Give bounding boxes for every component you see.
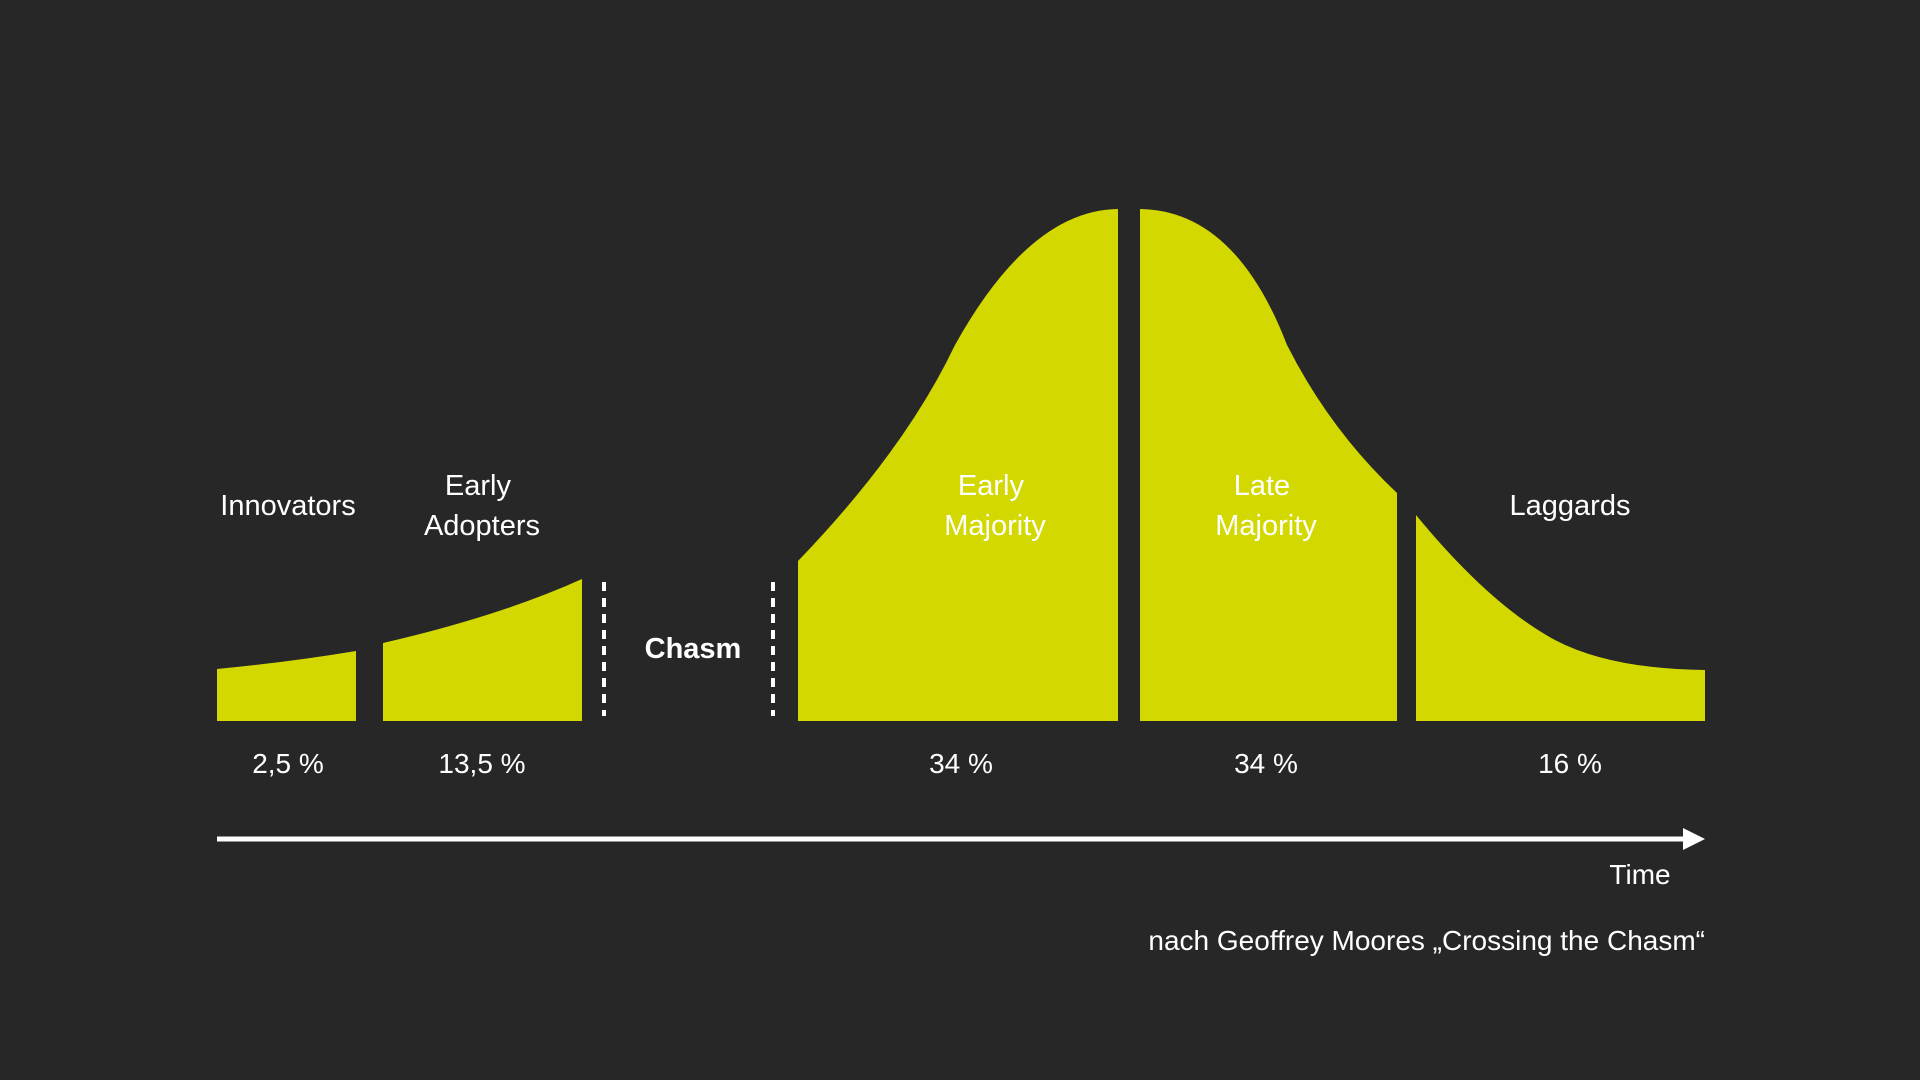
label-early-majority-line-2: Majority [944,510,1046,542]
label-early-adopters-line-2: Adopters [424,510,540,542]
time-axis-label: Time [1609,859,1670,890]
percent-laggards: 16 % [1538,748,1602,779]
percent-late-majority: 34 % [1234,748,1298,779]
label-late-majority: Late Majority [1215,470,1317,542]
segment-early-adopters [383,579,582,721]
label-early-adopters-line-1: Early [445,470,512,502]
percent-early-majority: 34 % [929,748,993,779]
chasm-label: Chasm [645,633,742,665]
segment-early-majority [798,209,1118,721]
time-axis-arrowhead [1683,828,1705,850]
label-innovators: Innovators [220,490,355,522]
label-late-majority-line-1: Late [1234,470,1290,502]
label-early-majority-line-1: Early [958,470,1025,502]
label-early-adopters: Early Adopters [424,470,540,542]
percent-innovators: 2,5 % [252,748,324,779]
label-laggards: Laggards [1510,490,1631,522]
segment-innovators [217,651,356,721]
source-credit: nach Geoffrey Moores „Crossing the Chasm… [1148,925,1705,956]
segment-late-majority [1140,209,1397,721]
label-late-majority-line-2: Majority [1215,510,1317,542]
percent-early-adopters: 13,5 % [438,748,525,779]
label-early-majority: Early Majority [944,470,1046,542]
segment-laggards [1416,515,1705,721]
